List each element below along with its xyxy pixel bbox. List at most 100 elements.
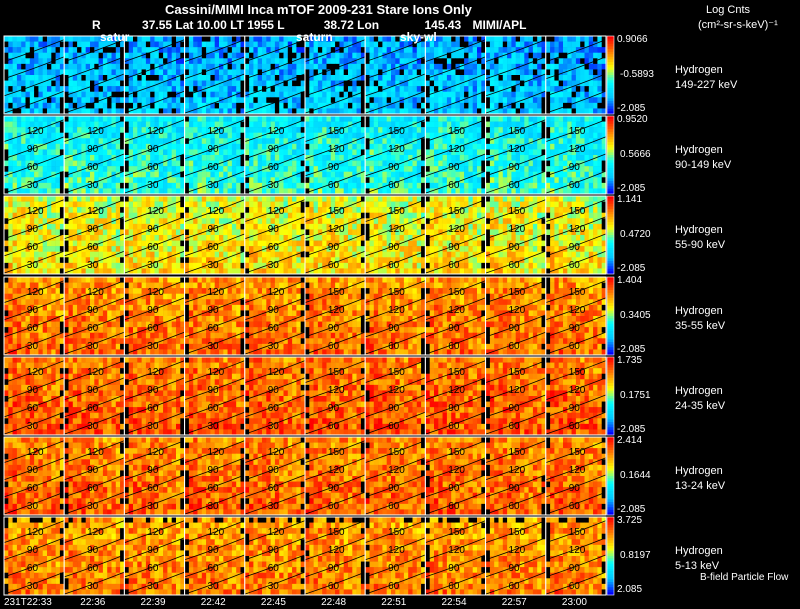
contour-label: 120	[87, 206, 104, 217]
contour-label: 150	[448, 287, 465, 298]
panel-r2-c0: 120 90 60 30	[3, 195, 65, 275]
contour-label: 90	[208, 545, 220, 556]
contour-label: 30	[27, 421, 39, 432]
contour-label: 60	[509, 581, 521, 592]
contour-label: 90	[87, 385, 99, 396]
contour-label: 90	[388, 563, 400, 574]
time-label: 22:51	[381, 597, 407, 608]
contour-label: 120	[509, 305, 526, 316]
contour-label: 90	[448, 563, 460, 574]
contour-label: 90	[388, 483, 400, 494]
contour-label: 30	[27, 501, 39, 512]
contour-label: 120	[388, 465, 405, 476]
contour-label: 150	[569, 527, 586, 538]
contour-label: 60	[448, 501, 460, 512]
panel-r1-c2: 120 90 60 30	[123, 115, 186, 195]
contour-label: 90	[569, 162, 581, 173]
lon-label: Lon	[357, 18, 380, 32]
contour-label: 90	[569, 242, 581, 253]
contour-label: 150	[569, 126, 586, 137]
contour-label: 150	[388, 287, 405, 298]
contour-label: 60	[27, 483, 39, 494]
contour-label: 120	[328, 385, 345, 396]
contour-label: 30	[147, 581, 159, 592]
contour-label: 150	[328, 447, 345, 458]
colorbar-max: 1.404	[617, 275, 643, 286]
contour-label: 150	[388, 527, 405, 538]
contour-label: 30	[268, 421, 280, 432]
contour-label: 120	[328, 224, 345, 235]
contour-label: 120	[448, 545, 465, 556]
contour-label: 120	[569, 385, 586, 396]
contour-label: 90	[147, 305, 159, 316]
panel-r1-c0: 120 90 60 30	[3, 115, 65, 195]
panel-r5-c6: 150 120 90 60	[364, 436, 426, 516]
panel-r5-c3: 120 90 60 30	[184, 436, 246, 516]
contour-label: 90	[388, 323, 400, 334]
contour-label: 30	[27, 260, 39, 271]
contour-label: 150	[569, 447, 586, 458]
contour-label: 30	[27, 581, 39, 592]
tag-satur: satur	[100, 30, 130, 44]
contour-label: 90	[509, 563, 521, 574]
time-label: 231T22:33	[4, 597, 52, 608]
lt-value: 1955	[247, 18, 274, 32]
contour-label: 90	[509, 162, 521, 173]
contour-label: 60	[388, 180, 400, 191]
contour-label: 60	[569, 501, 581, 512]
contour-label: 60	[448, 581, 460, 592]
channel-species: Hydrogen	[675, 224, 723, 236]
contour-label: 90	[448, 483, 460, 494]
colorbar-min: 2.085	[617, 584, 643, 595]
contour-label: 120	[87, 447, 104, 458]
contour-label: 90	[448, 403, 460, 414]
contour-label: 90	[208, 385, 220, 396]
contour-label: 90	[147, 224, 159, 235]
contour-label: 30	[208, 501, 220, 512]
contour-label: 30	[268, 260, 280, 271]
contour-label: 120	[208, 367, 225, 378]
contour-label: 90	[268, 224, 280, 235]
panel-r6-c6: 150 120 90 60	[364, 516, 426, 596]
channel-energy: 35-55 keV	[675, 320, 726, 332]
panel-r2-c9: 150 120 90 60	[545, 195, 607, 275]
contour-label: 90	[569, 323, 581, 334]
contour-label: 150	[448, 447, 465, 458]
contour-label: 90	[87, 224, 99, 235]
panel-r5-c0: 120 90 60 30	[3, 436, 65, 516]
contour-label: 90	[147, 545, 159, 556]
panel-r5-c4: 120 90 60 30	[244, 436, 306, 516]
contour-label: 60	[147, 323, 159, 334]
contour-label: 60	[208, 563, 220, 574]
contour-label: 60	[509, 180, 521, 191]
contour-label: 120	[208, 206, 225, 217]
contour-label: 60	[268, 162, 280, 173]
colorbar-min: -2.085	[617, 183, 646, 194]
panel-r0-c9	[545, 35, 607, 115]
colorbar-mid: 0.1644	[620, 470, 651, 481]
contour-label: 120	[27, 206, 44, 217]
contour-label: 60	[569, 421, 581, 432]
panel-r2-c4: 120 90 60 30	[244, 195, 306, 275]
contour-label: 120	[268, 447, 285, 458]
r-label: R	[92, 18, 101, 32]
contour-label: 90	[268, 545, 280, 556]
panel-r4-c6: 150 120 90 60	[364, 356, 426, 436]
contour-label: 60	[328, 260, 340, 271]
contour-label: 150	[388, 367, 405, 378]
contour-label: 30	[268, 341, 280, 352]
contour-label: 90	[509, 242, 521, 253]
contour-label: 60	[328, 581, 340, 592]
contour-label: 30	[87, 341, 99, 352]
contour-label: 120	[147, 206, 164, 217]
panel-r5-c9: 150 120 90 60	[545, 436, 607, 516]
contour-label: 120	[328, 144, 345, 155]
panel-r2-c8: 150 120 90 60	[485, 195, 547, 275]
panel-r0-c7	[424, 35, 487, 115]
panel-r5-c8: 150 120 90 60	[485, 436, 547, 516]
channel-energy: 55-90 keV	[675, 239, 726, 251]
panel-r3-c3: 120 90 60 30	[184, 276, 246, 356]
contour-label: 90	[27, 545, 39, 556]
channel-energy: 149-227 keV	[675, 79, 738, 91]
contour-label: 30	[87, 421, 99, 432]
